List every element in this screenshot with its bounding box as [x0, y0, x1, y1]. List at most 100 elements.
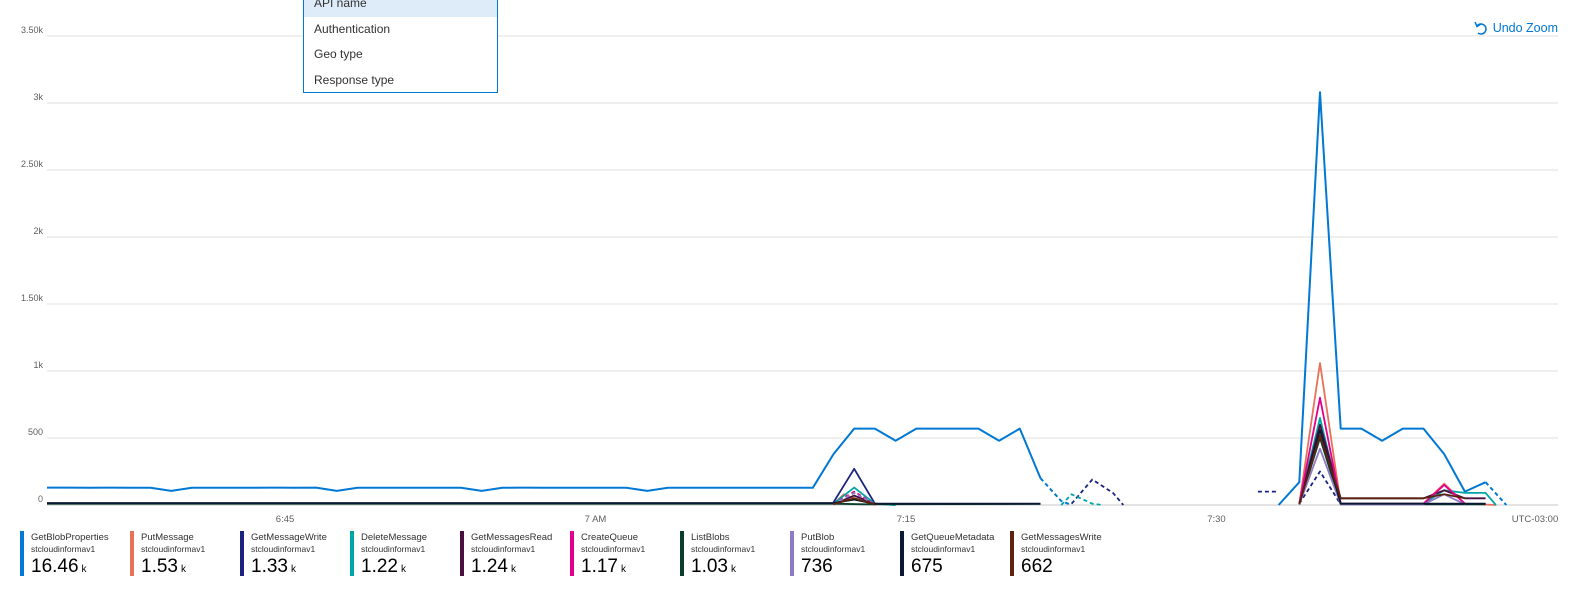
legend-swatch	[20, 531, 24, 576]
legend-total-value: 662	[1021, 555, 1102, 579]
undo-zoom-button[interactable]: Undo Zoom	[1474, 20, 1558, 36]
menu-item-api-name[interactable]: API name	[304, 0, 497, 17]
legend-series-name: PutMessage	[141, 532, 194, 543]
x-tick-label: 7:15	[897, 514, 916, 525]
legend-total-number: 1.24	[471, 556, 508, 577]
menu-item-authentication[interactable]: Authentication	[314, 21, 391, 36]
gridlines	[47, 35, 1558, 506]
y-tick-label: 0	[38, 494, 43, 504]
legend-account-name: stcloudinformav1	[251, 544, 316, 554]
x-tick-label: 6:45	[276, 514, 295, 525]
undo-zoom-label: Undo Zoom	[1492, 21, 1558, 35]
legend-item[interactable]: PutBlob stcloudinformav1 736	[790, 531, 900, 582]
x-tick-label: 7:30	[1207, 514, 1226, 525]
legend-total-number: 1.53	[141, 556, 178, 577]
series-line-GetBlobProperties	[1484, 481, 1508, 506]
series-line-PutMessage	[1298, 362, 1496, 506]
legend-account-name: stcloudinformav1	[581, 544, 646, 554]
legend-text: GetBlobProperties stcloudinformav1 16.46 k	[31, 531, 109, 582]
series-line-GetBlobProperties	[1039, 477, 1072, 506]
legend-total-value: 1.24 k	[471, 555, 552, 582]
series-line-DeleteMessage	[1060, 493, 1103, 506]
series-lines	[47, 91, 1508, 506]
legend-account-name: stcloudinformav1	[31, 544, 96, 554]
y-tick-label: 500	[28, 427, 43, 437]
legend-swatch	[570, 531, 574, 576]
legend-series-name: ListBlobs	[691, 532, 730, 543]
legend-total-value: 736	[801, 555, 865, 579]
legend-item[interactable]: PutMessage stcloudinformav1 1.53 k	[130, 531, 240, 582]
legend-item[interactable]: GetMessagesRead stcloudinformav1 1.24 k	[460, 531, 570, 582]
legend-total-unit: k	[730, 564, 736, 575]
legend-text: DeleteMessage stcloudinformav1 1.22 k	[361, 531, 427, 582]
y-tick-label: 1k	[33, 360, 43, 370]
legend-total-number: 675	[911, 556, 943, 577]
legend-total-number: 662	[1021, 556, 1053, 577]
legend-total-value: 1.33 k	[251, 555, 327, 582]
menu-item-response-type[interactable]: Response type	[314, 72, 395, 87]
legend-text: GetQueueMetadata stcloudinformav1 675	[911, 531, 994, 582]
legend-swatch	[460, 531, 464, 576]
y-tick-label: 3k	[33, 92, 43, 102]
legend-series-name: GetQueueMetadata	[911, 532, 995, 543]
legend-item[interactable]: DeleteMessage stcloudinformav1 1.22 k	[350, 531, 460, 582]
legend-total-unit: k	[290, 564, 296, 575]
legend-account-name: stcloudinformav1	[471, 544, 536, 554]
series-line-GetMessageWrite	[1298, 470, 1342, 505]
legend-total-unit: k	[400, 564, 406, 575]
series-line-GetMessageWrite	[1070, 478, 1124, 506]
legend-total-number: 736	[801, 556, 833, 577]
series-GetBlobProperties	[47, 91, 1508, 506]
legend-series-name: DeleteMessage	[361, 532, 428, 543]
y-axis-ticks: 0 500 1k 1.50k 2k 2.50k 3k 3.50k	[21, 25, 44, 504]
legend-swatch	[130, 531, 134, 576]
legend-swatch	[680, 531, 684, 576]
y-tick-label: 2.50k	[21, 159, 44, 169]
series-line-GetBlobProperties	[47, 427, 1042, 492]
legend-total-unit: k	[81, 564, 87, 575]
legend-text: GetMessagesRead stcloudinformav1 1.24 k	[471, 531, 552, 582]
legend-total-value: 1.53 k	[141, 555, 205, 582]
x-tick-label: 7 AM	[585, 514, 607, 525]
x-axis-ticks: 6:45 7 AM 7:15 7:30	[276, 514, 1226, 525]
legend-item[interactable]: GetMessagesWrite stcloudinformav1 662	[1010, 531, 1120, 582]
legend-series-name: PutBlob	[801, 532, 835, 543]
legend-text: PutMessage stcloudinformav1 1.53 k	[141, 531, 205, 582]
legend-text: CreateQueue stcloudinformav1 1.17 k	[581, 531, 645, 582]
legend-account-name: stcloudinformav1	[1021, 544, 1086, 554]
series-GetMessageWrite	[832, 467, 1342, 506]
series-line-GetMessagesWrite	[833, 497, 876, 506]
series-line-GetMessagesWrite	[1298, 434, 1466, 505]
legend-total-unit: k	[620, 564, 626, 575]
legend-text: GetMessageWrite stcloudinformav1 1.33 k	[251, 531, 327, 582]
series-CreateQueue	[833, 396, 1466, 506]
legend-item[interactable]: GetMessageWrite stcloudinformav1 1.33 k	[240, 531, 350, 582]
series-GetQueueMetadata	[47, 429, 1486, 505]
legend-series-name: GetMessagesWrite	[1021, 532, 1102, 543]
series-line-GetQueueMetadata	[47, 498, 1041, 505]
chart-legend: GetBlobProperties stcloudinformav1 16.46 k P…	[20, 531, 1120, 582]
legend-item[interactable]: ListBlobs stcloudinformav1 1.03 k	[680, 531, 790, 582]
series-DeleteMessage	[832, 416, 1497, 506]
series-ListBlobs	[47, 437, 1486, 506]
y-tick-label: 1.50k	[21, 293, 44, 303]
legend-account-name: stcloudinformav1	[801, 544, 866, 554]
y-tick-label: 2k	[33, 226, 43, 236]
menu-item-geo-type[interactable]: Geo type	[314, 47, 363, 61]
series-line-GetBlobProperties	[1277, 91, 1487, 506]
legend-total-number: 1.33	[251, 556, 288, 577]
legend-swatch	[1010, 531, 1014, 576]
timezone-label: UTC-03:00	[1512, 514, 1558, 525]
series-GetMessagesWrite	[833, 434, 1466, 506]
legend-total-unit: k	[510, 564, 516, 575]
legend-swatch	[350, 531, 354, 576]
legend-total-value: 1.03 k	[691, 555, 755, 582]
legend-item[interactable]: CreateQueue stcloudinformav1 1.17 k	[570, 531, 680, 582]
legend-swatch	[790, 531, 794, 576]
legend-item[interactable]: GetQueueMetadata stcloudinformav1 675	[900, 531, 1010, 582]
legend-item[interactable]: GetBlobProperties stcloudinformav1 16.46 k	[20, 531, 130, 582]
legend-account-name: stcloudinformav1	[361, 544, 426, 554]
legend-total-number: 1.22	[361, 556, 398, 577]
legend-account-name: stcloudinformav1	[911, 544, 976, 554]
